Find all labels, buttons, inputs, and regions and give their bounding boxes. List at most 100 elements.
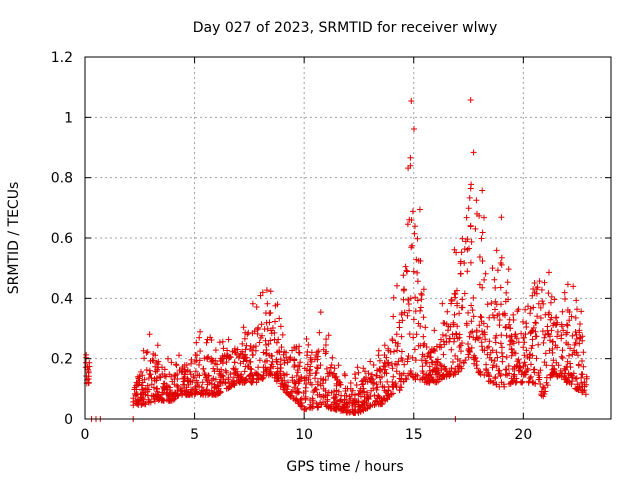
data-point (540, 300, 547, 307)
data-point (189, 379, 196, 386)
data-point (281, 348, 288, 355)
data-point (552, 314, 559, 321)
data-point (537, 304, 544, 311)
data-point (312, 375, 318, 382)
data-point (492, 374, 499, 380)
data-point (541, 279, 548, 286)
data-point (548, 293, 555, 300)
data-point (496, 322, 503, 329)
data-point (565, 341, 572, 348)
data-point (185, 391, 192, 398)
data-point (241, 355, 248, 362)
data-point (222, 367, 229, 374)
data-point (216, 390, 223, 396)
data-point (376, 394, 383, 401)
data-point (574, 386, 581, 392)
data-point (374, 384, 381, 391)
data-point (544, 382, 551, 389)
data-point (488, 357, 495, 363)
data-point (546, 269, 552, 276)
data-point (431, 327, 438, 334)
data-point (527, 351, 534, 358)
x-tick-label: 15 (405, 427, 423, 443)
data-point (542, 350, 549, 357)
data-point (302, 388, 309, 395)
data-point (381, 342, 388, 349)
data-point (491, 276, 498, 283)
data-point (383, 370, 390, 377)
data-point (395, 358, 402, 365)
data-point (465, 345, 472, 352)
data-point (232, 370, 239, 377)
data-point (307, 379, 314, 386)
data-point (406, 331, 413, 337)
data-point (531, 366, 538, 373)
data-point (582, 391, 589, 398)
data-point (150, 357, 157, 364)
data-point (420, 286, 427, 293)
data-point (434, 359, 441, 366)
data-point (404, 356, 411, 363)
data-point (509, 338, 516, 345)
data-point (337, 381, 344, 388)
data-point (377, 401, 384, 408)
data-point (154, 392, 161, 399)
data-point (423, 344, 430, 350)
data-point (288, 392, 294, 399)
data-point (331, 365, 338, 372)
data-point (169, 391, 176, 398)
data-point (264, 357, 270, 364)
data-point (569, 378, 575, 385)
data-point (284, 386, 291, 393)
data-point (393, 368, 400, 375)
data-point (309, 397, 316, 404)
data-point (166, 384, 173, 391)
data-point (448, 346, 455, 353)
data-point (323, 336, 330, 343)
data-point (426, 378, 433, 385)
data-point (505, 321, 512, 328)
data-point (520, 334, 527, 341)
data-point (306, 405, 313, 411)
data-point (264, 366, 270, 373)
data-point (418, 292, 425, 298)
data-point (294, 385, 301, 392)
data-point (520, 318, 526, 325)
data-point (416, 206, 423, 213)
data-point (490, 379, 497, 386)
data-point (313, 369, 320, 376)
data-point (451, 311, 458, 318)
data-point (279, 381, 286, 387)
data-point (576, 384, 583, 391)
data-point (491, 358, 498, 364)
data-point (479, 258, 486, 264)
data-point (473, 197, 480, 204)
data-point (528, 345, 535, 352)
data-point (266, 319, 273, 326)
data-point (568, 313, 575, 320)
data-point (217, 372, 224, 379)
data-point (146, 367, 153, 374)
data-point (497, 340, 504, 347)
data-point (234, 346, 241, 353)
data-point (143, 367, 150, 373)
data-point (239, 348, 246, 355)
data-point (325, 332, 332, 339)
data-point (317, 309, 324, 316)
data-point (389, 365, 396, 372)
data-point (348, 391, 355, 398)
data-point (433, 371, 439, 378)
data-point (563, 331, 570, 338)
data-point (507, 325, 514, 332)
data-point (469, 307, 476, 314)
x-tick-label: 5 (190, 427, 199, 443)
data-point (172, 372, 179, 379)
data-point (139, 379, 146, 386)
data-point (174, 376, 181, 382)
y-tick-label: 1 (64, 110, 73, 126)
data-point (414, 278, 421, 285)
data-point (185, 381, 192, 388)
data-point (513, 335, 520, 342)
data-point (579, 358, 585, 364)
data-point (240, 324, 247, 331)
